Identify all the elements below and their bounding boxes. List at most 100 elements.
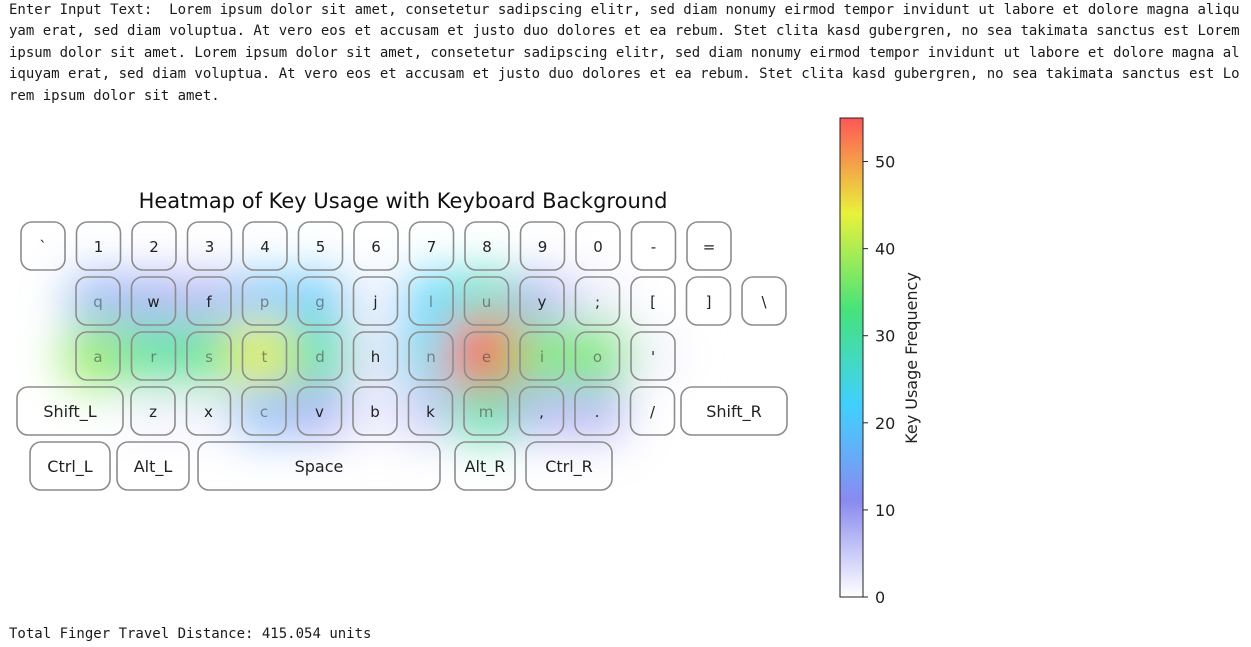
key-y: y bbox=[519, 276, 565, 326]
chart-title: Heatmap of Key Usage with Keyboard Backg… bbox=[139, 189, 668, 213]
key-9: 9 bbox=[519, 221, 566, 271]
heat-blob-w bbox=[121, 270, 186, 332]
key-m: m bbox=[463, 386, 509, 436]
heatmap-figure: ` 1 2 3 4 5 6 7 8 9 0 - = q w f p g j l u y; [] \ a r s t d h n e i o ' Shi… bbox=[0, 105, 1251, 605]
key-j: j bbox=[352, 276, 399, 326]
heat-blob-' bbox=[622, 327, 684, 385]
heat-blob-. bbox=[565, 381, 629, 441]
key-label-`: ` bbox=[39, 238, 47, 256]
key-label-y: y bbox=[538, 293, 547, 311]
key-w: w bbox=[130, 276, 177, 326]
key-,: , bbox=[518, 386, 565, 436]
heat-blob-h bbox=[344, 327, 407, 385]
key-label-i: i bbox=[540, 348, 544, 366]
keyboard-heatmap-chart: ` 1 2 3 4 5 6 7 8 9 0 - = q w f p g j l u y; [] \ a r s t d h n e i o ' Shi… bbox=[16, 117, 921, 605]
key-': ' bbox=[630, 331, 676, 381]
input-label: Enter Input Text: bbox=[9, 2, 153, 18]
heat-blob-g bbox=[286, 269, 354, 333]
key-label-Ctrl_R: Ctrl_R bbox=[545, 457, 593, 477]
key-label-g: g bbox=[315, 293, 325, 311]
heat-blob-x bbox=[178, 382, 239, 440]
key-label-2: 2 bbox=[149, 238, 159, 256]
heat-blob-n bbox=[396, 323, 466, 389]
key-z: z bbox=[130, 386, 176, 436]
key-label-d: d bbox=[315, 348, 325, 366]
key-label-3: 3 bbox=[205, 238, 215, 256]
key-5: 5 bbox=[297, 221, 344, 271]
key-label-0: 0 bbox=[593, 238, 603, 256]
key-q: q bbox=[75, 276, 121, 326]
key-label-,: , bbox=[539, 403, 544, 421]
key-label-s: s bbox=[205, 348, 213, 366]
key-label-v: v bbox=[315, 403, 324, 421]
key-label-t: t bbox=[262, 348, 268, 366]
key-Ctrl_L: Ctrl_L bbox=[29, 441, 111, 491]
key-label-Alt_L: Alt_L bbox=[134, 457, 173, 477]
key-label-/: / bbox=[650, 403, 656, 421]
heat-blob-t bbox=[226, 320, 303, 392]
key-2: 2 bbox=[131, 221, 177, 271]
heat-blob-s bbox=[173, 322, 245, 390]
travel-label: Total Finger Travel Distance: bbox=[9, 626, 254, 642]
key-label-z: z bbox=[149, 403, 157, 421]
key-label--: - bbox=[651, 238, 656, 256]
key-Ctrl_R: Ctrl_R bbox=[525, 441, 613, 491]
key-k: k bbox=[407, 386, 454, 436]
key-label-\: \ bbox=[761, 293, 767, 311]
key-[: [ bbox=[630, 276, 676, 326]
key-6: 6 bbox=[353, 221, 399, 271]
key-1: 1 bbox=[75, 221, 122, 271]
heat-blob-v bbox=[287, 380, 352, 442]
key-\: \ bbox=[741, 276, 787, 326]
colorbar-tick-label-10: 10 bbox=[875, 501, 895, 520]
key-label-]: ] bbox=[706, 293, 712, 311]
colorbar-gradient bbox=[839, 117, 864, 598]
key-h: h bbox=[352, 331, 399, 381]
key-label-n: n bbox=[426, 348, 436, 366]
key-label-k: k bbox=[426, 403, 435, 421]
key-n: n bbox=[408, 331, 454, 381]
travel-value: 415.054 bbox=[261, 626, 321, 642]
colorbar-tick-label-50: 50 bbox=[875, 153, 895, 172]
key-label-5: 5 bbox=[316, 238, 326, 256]
key-.: . bbox=[574, 386, 620, 436]
key-label-;: ; bbox=[595, 293, 600, 311]
heat-blob-, bbox=[509, 381, 574, 441]
key-o: o bbox=[574, 331, 621, 381]
key-label-4: 4 bbox=[260, 238, 270, 256]
heat-blob-i bbox=[505, 321, 579, 391]
key-b: b bbox=[352, 386, 398, 436]
heat-blob-q bbox=[65, 270, 131, 332]
heat-blob-a bbox=[61, 321, 135, 391]
input-value[interactable]: Lorem ipsum dolor sit amet, consetetur s… bbox=[9, 2, 1249, 104]
key-label-9: 9 bbox=[538, 238, 548, 256]
heat-blob-y bbox=[510, 271, 574, 331]
colorbar-tick-label-0: 0 bbox=[875, 588, 885, 605]
input-text: Enter Input Text: Lorem ipsum dolor sit … bbox=[9, 0, 1245, 107]
key-label-.: . bbox=[595, 403, 600, 421]
key-a: a bbox=[75, 331, 121, 381]
key-label-x: x bbox=[204, 403, 213, 421]
key-Shift_L: Shift_L bbox=[16, 386, 124, 436]
key-Space: Space bbox=[197, 441, 441, 491]
key-0: 0 bbox=[575, 221, 621, 271]
key-label-': ' bbox=[651, 348, 655, 366]
key-label-Ctrl_L: Ctrl_L bbox=[47, 457, 92, 477]
key-c: c bbox=[241, 386, 287, 436]
key-label-Space: Space bbox=[295, 457, 344, 476]
key--: - bbox=[630, 221, 677, 271]
key-label-w: w bbox=[147, 293, 159, 311]
key-label-[: [ bbox=[650, 293, 656, 311]
colorbar-tick-label-30: 30 bbox=[875, 327, 895, 346]
key-label-u: u bbox=[482, 293, 492, 311]
key-f: f bbox=[186, 276, 232, 326]
key-label-Alt_R: Alt_R bbox=[465, 457, 506, 477]
heat-blob-l bbox=[397, 269, 465, 333]
heat-blob-p bbox=[231, 269, 298, 333]
key-4: 4 bbox=[242, 221, 288, 271]
heat-blob-k bbox=[399, 381, 462, 441]
key-label-a: a bbox=[93, 348, 102, 366]
key-label-7: 7 bbox=[427, 238, 437, 256]
heat-blob-b bbox=[344, 382, 406, 440]
key-3: 3 bbox=[186, 221, 233, 271]
